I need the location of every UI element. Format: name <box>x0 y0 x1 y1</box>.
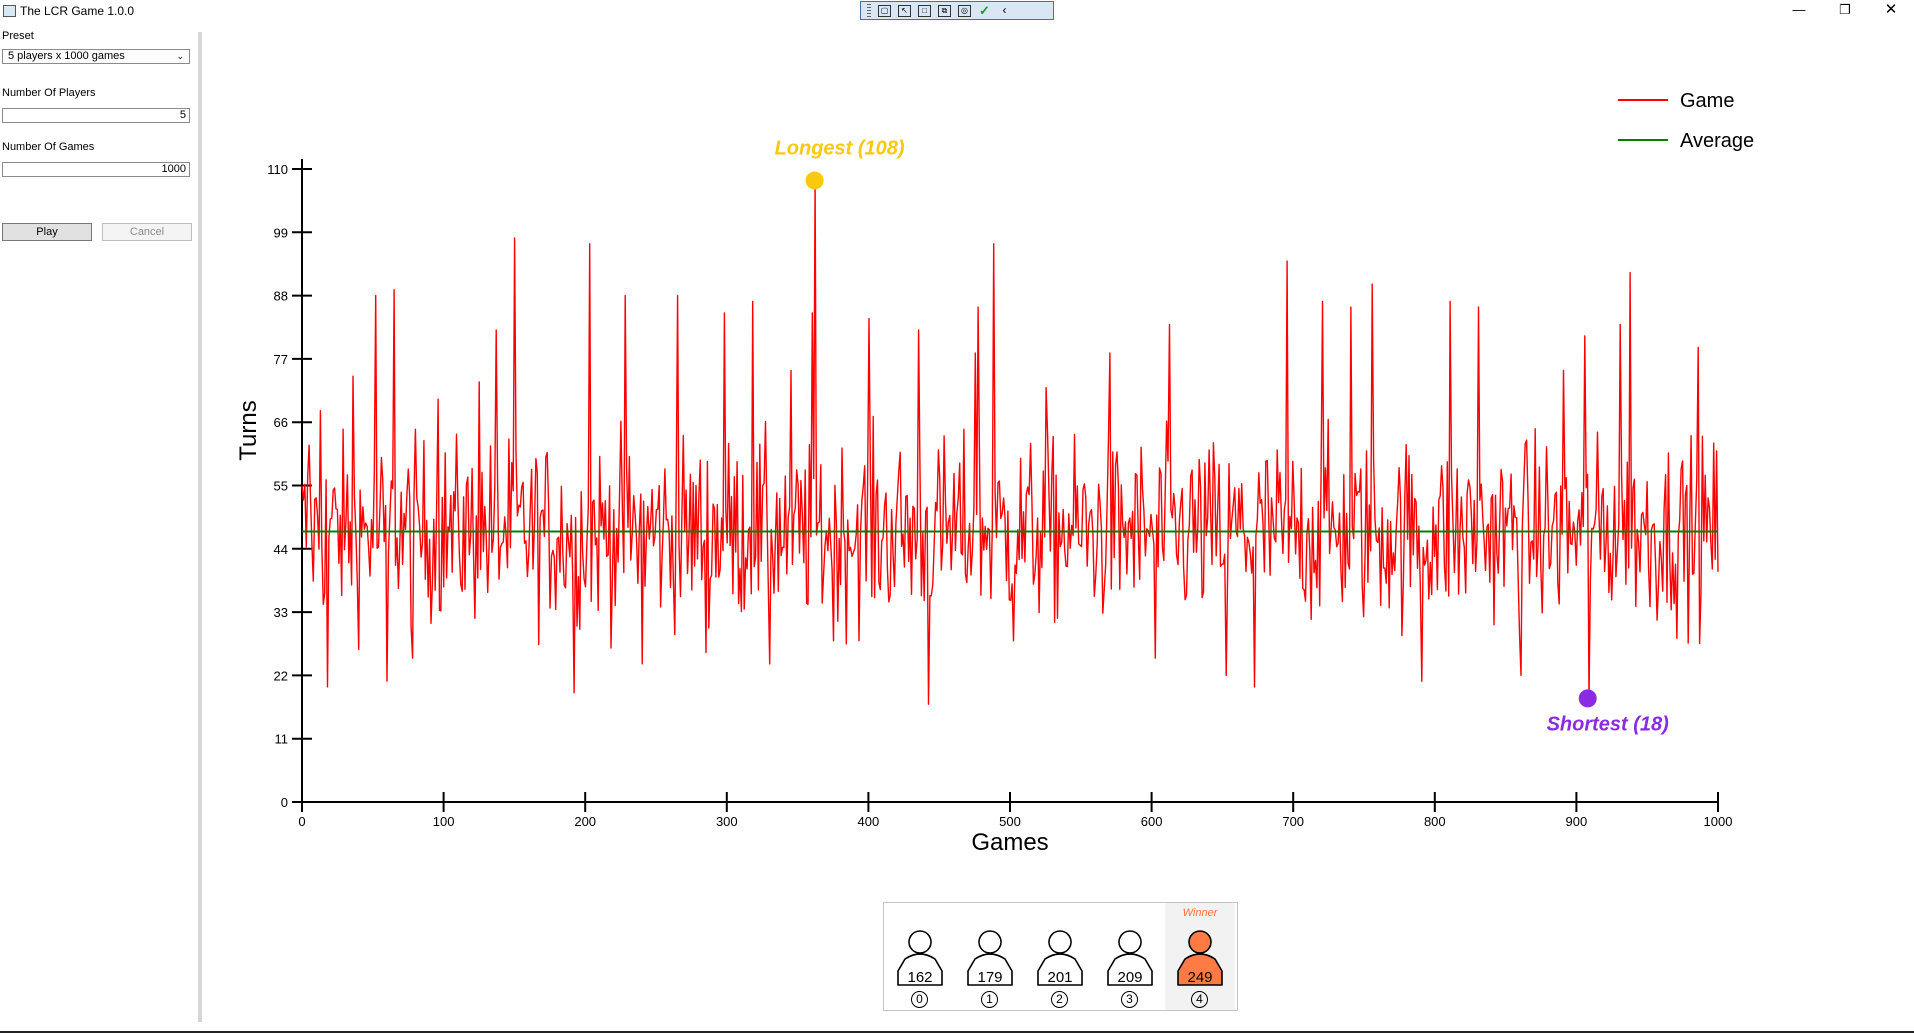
player-icon <box>1177 930 1223 986</box>
track-focus-icon[interactable]: □ <box>918 4 931 17</box>
x-tick-label: 400 <box>858 814 880 829</box>
x-tick-label: 600 <box>1141 814 1163 829</box>
player-icon <box>1107 930 1153 986</box>
player-score: 249 <box>1187 969 1213 986</box>
y-tick-label: 110 <box>267 162 288 177</box>
close-button[interactable]: ✕ <box>1884 1 1898 18</box>
xaml-debug-toolbar: ▢ ↖ □ ⧉ ◎ ✓ ‹ <box>860 1 1054 20</box>
player-icon <box>967 930 1013 986</box>
preset-value: 5 players x 1000 games <box>8 50 125 62</box>
y-tick-label: 88 <box>274 289 288 304</box>
player-card-3: 209 3 <box>1095 903 1165 1010</box>
players-label: Number Of Players <box>2 87 96 99</box>
window-title: The LCR Game 1.0.0 <box>20 4 135 18</box>
x-tick-label: 1000 <box>1704 814 1733 829</box>
player-index-badge: 4 <box>1191 991 1208 1008</box>
legend-label: Average <box>1680 130 1754 152</box>
player-index-badge: 3 <box>1121 991 1138 1008</box>
player-card-4: 249 4 Winner <box>1165 903 1235 1010</box>
y-axis-title: Turns <box>235 400 262 460</box>
player-card-1: 179 1 <box>955 903 1025 1010</box>
winner-label: Winner <box>1182 907 1218 919</box>
games-input[interactable]: 1000 <box>2 162 190 177</box>
minimize-button[interactable]: — <box>1792 2 1806 17</box>
players-input[interactable]: 5 <box>2 108 190 123</box>
player-index-badge: 0 <box>911 991 928 1008</box>
app-icon <box>3 5 16 17</box>
x-tick-label: 900 <box>1566 814 1588 829</box>
player-index-badge: 2 <box>1051 991 1068 1008</box>
preset-dropdown[interactable]: 5 players x 1000 games ⌄ <box>2 49 190 64</box>
shortest-game-marker <box>1578 689 1597 708</box>
collapse-icon[interactable]: ‹ <box>1002 2 1007 17</box>
player-score: 201 <box>1047 969 1073 986</box>
play-button[interactable]: Play <box>2 223 92 241</box>
y-tick-label: 66 <box>274 415 288 430</box>
player-index-badge: 1 <box>981 991 998 1008</box>
longest-game-label: Longest (108) <box>775 138 905 160</box>
binding-failures-icon[interactable]: ⧉ <box>938 4 951 17</box>
x-tick-label: 0 <box>298 814 305 829</box>
x-tick-label: 200 <box>574 814 596 829</box>
hot-reload-icon[interactable]: ◎ <box>958 4 971 17</box>
player-card-2: 201 2 <box>1025 903 1095 1010</box>
chevron-down-icon: ⌄ <box>176 51 184 61</box>
select-element-icon[interactable]: ▢ <box>878 4 891 17</box>
y-tick-label: 99 <box>274 225 288 240</box>
legend-label: Game <box>1680 90 1734 112</box>
y-tick-label: 44 <box>274 542 288 557</box>
x-tick-label: 500 <box>999 814 1021 829</box>
game-series-line <box>301 179 1719 705</box>
player-score: 162 <box>907 969 933 986</box>
preset-label: Preset <box>2 30 34 42</box>
settings-panel: Preset 5 players x 1000 games ⌄ Number O… <box>0 22 198 1026</box>
restore-button[interactable]: ❐ <box>1839 2 1851 17</box>
longest-game-marker <box>805 171 824 190</box>
player-card-0: 162 0 <box>885 903 955 1010</box>
x-tick-label: 800 <box>1424 814 1446 829</box>
player-icon <box>897 930 943 986</box>
shortest-game-label: Shortest (18) <box>1547 713 1670 735</box>
player-scores-panel: 162 0 179 1 201 2 209 3 249 4 Winner <box>883 902 1238 1011</box>
display-layout-icon[interactable]: ↖ <box>898 4 911 17</box>
games-label: Number Of Games <box>2 141 95 153</box>
x-tick-label: 700 <box>1282 814 1304 829</box>
x-axis-title: Games <box>971 829 1048 856</box>
panel-splitter[interactable] <box>198 32 202 1022</box>
cancel-button[interactable]: Cancel <box>102 223 192 241</box>
y-tick-label: 55 <box>274 479 288 494</box>
y-tick-label: 22 <box>274 668 288 683</box>
player-score: 179 <box>977 969 1003 986</box>
toolbar-grip-icon[interactable] <box>867 4 871 17</box>
window-border <box>0 1031 1914 1033</box>
hot-reload-ok-icon[interactable]: ✓ <box>979 2 990 18</box>
turns-chart: 0 11 22 33 44 55 66 77 88 99 110 0 100 200 300 400 500 60… <box>235 90 1754 856</box>
title-bar: The LCR Game 1.0.0 ▢ ↖ □ ⧉ ◎ ✓ ‹ — ❐ ✕ <box>0 0 1914 22</box>
y-tick-label: 77 <box>274 352 288 367</box>
y-tick-label: 33 <box>274 605 288 620</box>
y-tick-label: 0 <box>281 795 288 810</box>
x-tick-label: 100 <box>433 814 455 829</box>
player-icon <box>1037 930 1083 986</box>
x-tick-label: 300 <box>716 814 738 829</box>
player-score: 209 <box>1117 969 1143 986</box>
y-tick-label: 11 <box>275 732 289 747</box>
